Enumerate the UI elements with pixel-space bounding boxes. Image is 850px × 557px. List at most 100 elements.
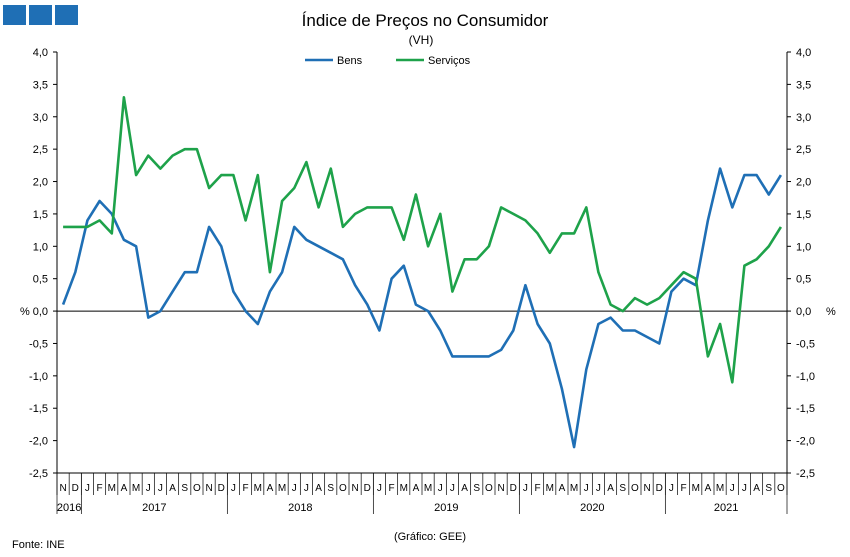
year-label: 2017	[142, 502, 166, 514]
y-tick-label-right: 1,0	[796, 241, 811, 253]
month-label: J	[85, 483, 90, 494]
y-tick-label-right: -0,5	[796, 338, 815, 350]
legend-label: Serviços	[428, 55, 471, 67]
y-tick-label-right: 1,5	[796, 209, 811, 221]
y-tick-label-right: -1,5	[796, 403, 815, 415]
y-tick-label-left: 1,5	[33, 209, 48, 221]
month-label: F	[681, 483, 687, 494]
month-label: J	[292, 483, 297, 494]
y-axis-label-left: %	[20, 306, 30, 318]
year-label: 2020	[580, 502, 604, 514]
month-label: M	[692, 483, 700, 494]
gee-logo	[3, 5, 79, 25]
month-label: M	[546, 483, 554, 494]
month-label: J	[523, 483, 528, 494]
month-label: S	[181, 483, 188, 494]
month-label: O	[193, 483, 201, 494]
y-tick-label-left: 3,5	[33, 79, 48, 91]
y-tick-label-right: 3,5	[796, 79, 811, 91]
month-label: N	[497, 483, 504, 494]
month-label: J	[377, 483, 382, 494]
y-tick-label-right: 0,5	[796, 274, 811, 286]
month-label: J	[669, 483, 674, 494]
y-tick-label-left: -0,5	[29, 338, 48, 350]
month-label: M	[570, 483, 578, 494]
month-label: A	[169, 483, 176, 494]
y-tick-label-left: 2,5	[33, 144, 48, 156]
month-label: M	[132, 483, 140, 494]
month-label: M	[400, 483, 408, 494]
year-label: 2021	[714, 502, 738, 514]
month-label: O	[777, 483, 785, 494]
month-label: F	[243, 483, 249, 494]
y-tick-label-left: 2,0	[33, 177, 48, 189]
month-label: A	[121, 483, 128, 494]
y-tick-label-left: 0,5	[33, 274, 48, 286]
month-label: S	[619, 483, 626, 494]
y-tick-label-left: -2,5	[29, 468, 48, 480]
year-label: 2019	[434, 502, 458, 514]
year-label: 2016	[57, 502, 81, 514]
month-label: O	[339, 483, 347, 494]
month-label: A	[705, 483, 712, 494]
y-tick-label-left: -2,0	[29, 436, 48, 448]
y-tick-label-right: 2,5	[796, 144, 811, 156]
y-tick-label-left: 4,0	[33, 47, 48, 59]
month-label: A	[753, 483, 760, 494]
month-label: M	[716, 483, 724, 494]
series-line-bens	[61, 167, 783, 449]
month-label: A	[267, 483, 274, 494]
y-tick-label-left: -1,5	[29, 403, 48, 415]
month-label: J	[304, 483, 309, 494]
month-label: M	[424, 483, 432, 494]
month-label: J	[450, 483, 455, 494]
month-label: J	[584, 483, 589, 494]
y-tick-label-right: 3,0	[796, 112, 811, 124]
y-tick-label-right: -2,0	[796, 436, 815, 448]
month-label: J	[596, 483, 601, 494]
y-tick-label-right: 4,0	[796, 47, 811, 59]
month-label: O	[631, 483, 639, 494]
month-label: D	[656, 483, 663, 494]
y-tick-label-left: 3,0	[33, 112, 48, 124]
month-label: N	[59, 483, 66, 494]
month-label: A	[461, 483, 468, 494]
y-tick-label-left: 1,0	[33, 241, 48, 253]
month-label: N	[205, 483, 212, 494]
month-label: D	[218, 483, 225, 494]
month-label: A	[559, 483, 566, 494]
month-label: O	[485, 483, 493, 494]
month-label: J	[730, 483, 735, 494]
month-label: D	[510, 483, 517, 494]
y-tick-label-left: -1,0	[29, 371, 48, 383]
month-label: A	[315, 483, 322, 494]
month-label: S	[327, 483, 334, 494]
month-label: D	[72, 483, 79, 494]
series-line-servicos	[63, 96, 783, 384]
month-label: M	[254, 483, 262, 494]
month-label: N	[643, 483, 650, 494]
month-label: J	[231, 483, 236, 494]
month-label: S	[765, 483, 772, 494]
month-label: M	[278, 483, 286, 494]
month-label: J	[158, 483, 163, 494]
month-label: M	[108, 483, 116, 494]
y-tick-label-right: 2,0	[796, 177, 811, 189]
month-label: N	[351, 483, 358, 494]
y-tick-label-right: -1,0	[796, 371, 815, 383]
y-tick-label-left: 0,0	[33, 306, 48, 318]
chart-title: Índice de Preços no Consumidor	[302, 11, 549, 30]
year-label: 2018	[288, 502, 312, 514]
source-note: Fonte: INE	[12, 539, 65, 551]
y-axis-label-right: %	[826, 306, 836, 318]
month-label: A	[413, 483, 420, 494]
month-label: F	[535, 483, 541, 494]
month-label: S	[473, 483, 480, 494]
logo-square	[29, 5, 52, 25]
logo-square	[3, 5, 26, 25]
month-label: J	[742, 483, 747, 494]
chart-subtitle: (VH)	[409, 33, 434, 47]
legend-label: Bens	[337, 55, 363, 67]
month-label: A	[607, 483, 614, 494]
